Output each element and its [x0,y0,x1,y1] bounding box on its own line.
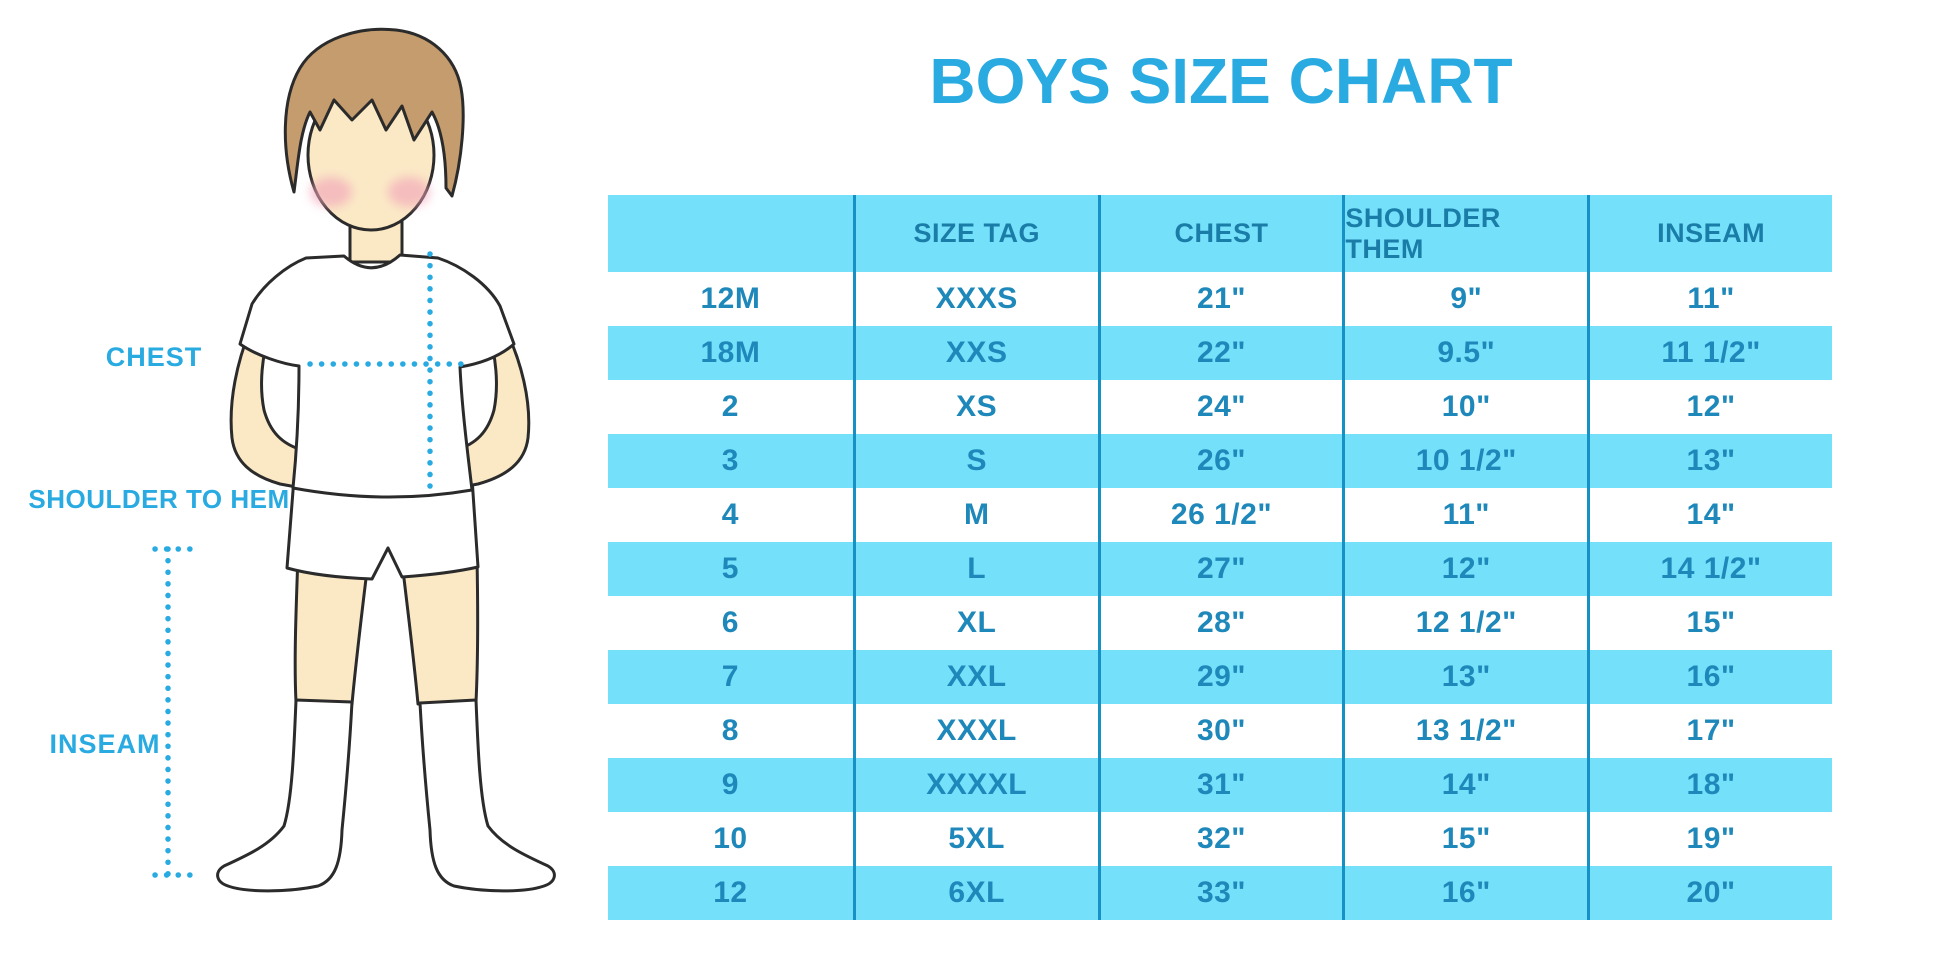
table-row: 12M XXXS 21" 9" 11" [608,272,1832,326]
boy-left-cheek [310,177,352,207]
table-cell: 13" [1342,650,1587,704]
header-cell-shoulder-them: SHOULDER THEM [1342,195,1587,272]
boy-tshirt [238,253,516,499]
table-cell: L [852,542,1098,596]
table-cell: 9 [721,768,739,801]
table-cell: 5XL [852,812,1098,866]
shoulder-to-hem-label: SHOULDER TO HEM [28,484,290,514]
table-cell: XXXS [852,272,1098,326]
table-row: 4 M 26 1/2" 11" 14" [608,488,1832,542]
figure-panel: CHEST SHOULDER TO HEM INSEAM [0,0,608,973]
table-header-row: SIZE TAG CHEST SHOULDER THEM INSEAM [608,195,1832,272]
boy-illustration [152,27,556,893]
table-cell: 9.5" [1342,326,1587,380]
boy-right-cheek [388,177,430,207]
table-cell: 11" [1342,488,1587,542]
table-cell: 19" [1587,812,1832,866]
table-cell: 5 [721,552,739,585]
table-cell: 3 [721,444,739,477]
boy-hair [283,27,465,198]
table-row: 8 XXXL 30" 13 1/2" 17" [608,704,1832,758]
table-cell: 29" [1097,650,1343,704]
table-cell: 14" [1587,488,1832,542]
table-cell: 11 1/2" [1587,326,1832,380]
table-cell: 4 [721,498,739,531]
table-cell: 12" [1587,380,1832,434]
header-cell-size-tag: SIZE TAG [852,195,1098,272]
boy-left-arm [229,328,304,490]
header-cell-size [608,195,853,272]
table-cell: 24" [1097,380,1343,434]
boy-shorts [285,476,480,581]
table-row: 5 L 27" 12" 14 1/2" [608,542,1832,596]
table-cell: 26 1/2" [1097,488,1343,542]
table-cell: 10 [713,822,748,855]
header-cell-inseam: INSEAM [1587,195,1832,272]
table-cell: 10" [1342,380,1587,434]
table-cell: 6 [721,606,739,639]
table-cell: 7 [721,660,739,693]
table-cell: 20" [1587,866,1832,920]
table-cell: XL [852,596,1098,650]
table-row: 10 5XL 32" 15" 19" [608,812,1832,866]
table-cell: 11" [1587,272,1832,326]
table-cell: 31" [1097,758,1343,812]
table-cell: 9" [1342,272,1587,326]
size-table: SIZE TAG CHEST SHOULDER THEM INSEAM 12M … [608,195,1832,920]
table-cell: 8 [721,714,739,747]
table-row: 18M XXS 22" 9.5" 11 1/2" [608,326,1832,380]
table-cell: 18M [700,336,761,369]
table-cell: 26" [1097,434,1343,488]
table-row: 6 XL 28" 12 1/2" 15" [608,596,1832,650]
table-cell: 2 [721,390,739,423]
table-cell: M [852,488,1098,542]
inseam-measure-line [152,546,196,878]
table-cell: XXXL [852,704,1098,758]
table-cell: XXS [852,326,1098,380]
inseam-label: INSEAM [49,729,161,759]
table-cell: 27" [1097,542,1343,596]
table-cell: 21" [1097,272,1343,326]
chest-label: CHEST [105,342,203,372]
table-cell: 10 1/2" [1342,434,1587,488]
boy-left-sock [216,698,354,893]
table-cell: 14 1/2" [1587,542,1832,596]
table-cell: 14" [1342,758,1587,812]
table-cell: 18" [1587,758,1832,812]
boy-right-arm [454,330,531,490]
table-cell: XS [852,380,1098,434]
table-cell: 13 1/2" [1342,704,1587,758]
boy-right-sock [418,698,556,893]
table-cell: 32" [1097,812,1343,866]
table-row: 7 XXL 29" 13" 16" [608,650,1832,704]
header-cell-chest: CHEST [1097,195,1343,272]
table-row: 9 XXXXL 31" 14" 18" [608,758,1832,812]
table-cell: 30" [1097,704,1343,758]
table-cell: 17" [1587,704,1832,758]
table-cell: 15" [1587,596,1832,650]
table-cell: 22" [1097,326,1343,380]
table-cell: 12 [713,876,748,909]
table-row: 12 6XL 33" 16" 20" [608,866,1832,920]
table-row: 3 S 26" 10 1/2" 13" [608,434,1832,488]
boy-right-leg [400,556,480,706]
table-cell: 13" [1587,434,1832,488]
table-cell: 33" [1097,866,1343,920]
table-cell: XXXXL [852,758,1098,812]
table-cell: 16" [1587,650,1832,704]
table-cell: 12" [1342,542,1587,596]
table-cell: 12M [700,282,761,315]
table-cell: S [852,434,1098,488]
table-cell: 28" [1097,596,1343,650]
table-cell: 15" [1342,812,1587,866]
table-cell: XXL [852,650,1098,704]
table-row: 2 XS 24" 10" 12" [608,380,1832,434]
chart-panel: BOYS SIZE CHART SIZE TAG CHEST SHOULDER … [608,0,1834,973]
table-cell: 6XL [852,866,1098,920]
table-cell: 16" [1342,866,1587,920]
page-title: BOYS SIZE CHART [929,45,1513,117]
table-cell: 12 1/2" [1342,596,1587,650]
